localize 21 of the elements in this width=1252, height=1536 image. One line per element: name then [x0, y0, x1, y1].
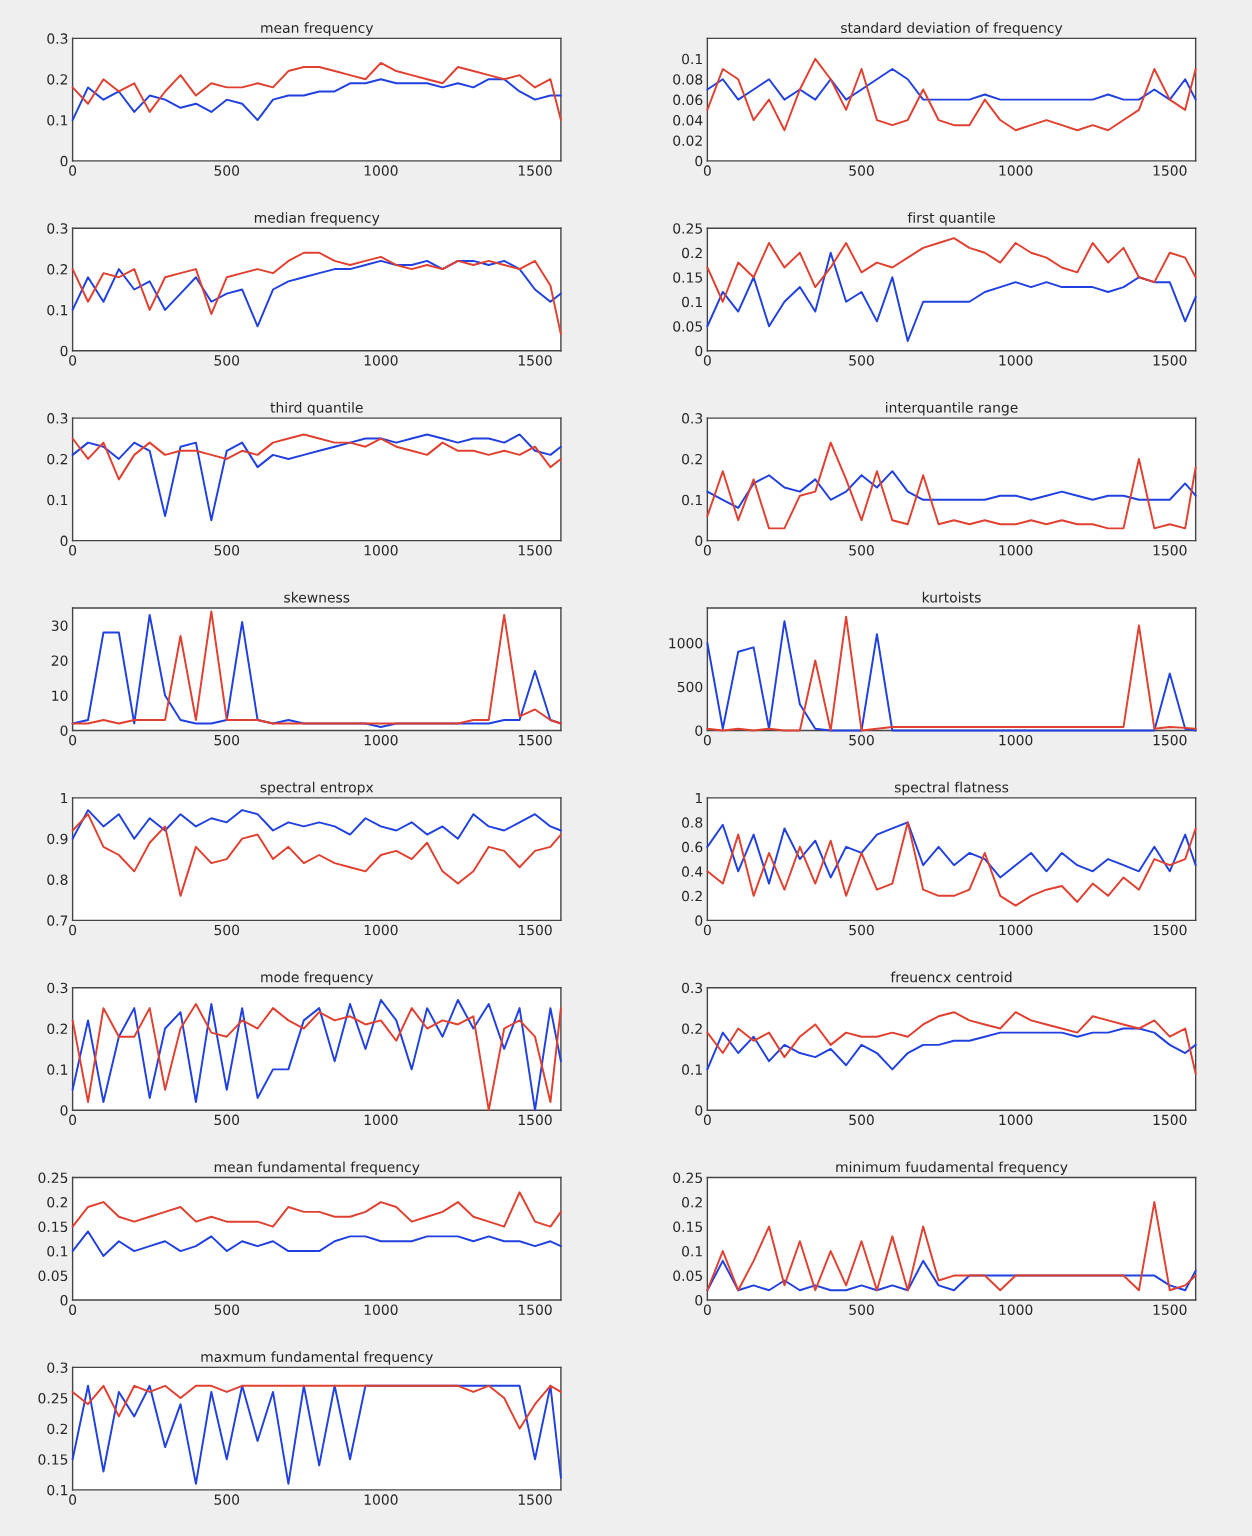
line-series — [706, 821, 1197, 907]
line-series — [706, 251, 1197, 342]
line-series — [71, 78, 562, 122]
line-series — [706, 237, 1197, 303]
line-series — [706, 441, 1197, 530]
line-series — [706, 1027, 1197, 1071]
line-series — [71, 809, 562, 840]
line-series — [71, 61, 562, 122]
line-series — [71, 433, 562, 522]
line-series — [706, 1201, 1197, 1292]
line-series — [706, 821, 1197, 885]
line-series — [71, 1191, 562, 1228]
line-series — [71, 1384, 562, 1430]
line-series — [71, 433, 562, 481]
line-series — [706, 470, 1197, 509]
line-series — [706, 57, 1197, 132]
line-series — [706, 68, 1197, 101]
line-series — [71, 813, 562, 897]
line-series — [71, 1230, 562, 1257]
line-series — [706, 1011, 1197, 1075]
line-series — [71, 1384, 562, 1485]
